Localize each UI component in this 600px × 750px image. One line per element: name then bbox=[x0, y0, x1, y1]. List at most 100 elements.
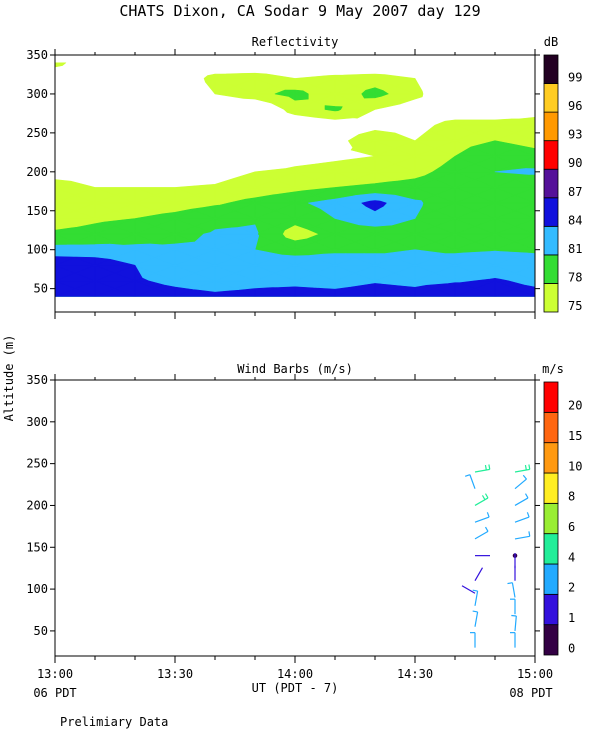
wind-barb-feather bbox=[472, 589, 478, 592]
wind-barb bbox=[461, 585, 476, 594]
wind-colorbar-label: 20 bbox=[568, 399, 582, 413]
wind-barb-feather bbox=[484, 526, 489, 532]
wind-barb-feather bbox=[528, 531, 531, 537]
reflectivity-title: Reflectivity bbox=[252, 35, 339, 49]
wind-colorbar-label: 2 bbox=[568, 581, 575, 595]
wind-barb bbox=[514, 531, 531, 540]
wind-colorbar-swatch bbox=[543, 624, 559, 656]
x-axis-label: UT (PDT - 7) bbox=[252, 681, 339, 695]
wind-barb-shaft bbox=[474, 611, 479, 627]
reflectivity-colorbar-label: 90 bbox=[568, 156, 582, 170]
wind-barb-shaft bbox=[514, 615, 517, 631]
wind-barb-shaft bbox=[474, 497, 489, 506]
wind-xtick-label: 15:00 bbox=[517, 667, 553, 681]
wind-xtick-label: 13:30 bbox=[157, 667, 193, 681]
wind-ytick-label: 200 bbox=[26, 498, 48, 512]
reflectivity-colorbar-swatch bbox=[543, 225, 559, 256]
wind-title: Wind Barbs (m/s) bbox=[237, 362, 353, 376]
wind-barb-feather bbox=[507, 582, 513, 585]
wind-ytick-label: 250 bbox=[26, 457, 48, 471]
wind-barb bbox=[514, 493, 529, 506]
wind-barb-shaft bbox=[474, 516, 490, 523]
wind-colorbar-swatch bbox=[543, 563, 559, 595]
wind-barb-feather bbox=[524, 493, 529, 499]
wind-barb-shaft bbox=[514, 497, 529, 506]
reflectivity-colorbar-label: 93 bbox=[568, 128, 582, 142]
wind-colorbar-label: 6 bbox=[568, 520, 575, 534]
wind-barb-feather bbox=[472, 610, 478, 613]
reflectivity-colorbar-swatch bbox=[543, 168, 559, 199]
wind-barb-feather bbox=[484, 493, 489, 499]
footer-note: Prelimiary Data bbox=[60, 715, 168, 729]
wind-colorbar-swatch bbox=[543, 533, 559, 565]
reflectivity-colorbar: 75 78 81 84 87 90 93 96 99 bbox=[543, 54, 582, 313]
wind-barb bbox=[474, 567, 484, 582]
reflectivity-colorbar-label: 81 bbox=[568, 242, 582, 256]
reflectivity-contours bbox=[55, 62, 535, 297]
wind-barb-shaft bbox=[474, 468, 490, 473]
wind-barb bbox=[474, 464, 491, 473]
wind-colorbar: 0 1 2 4 6 8 10 15 20 bbox=[543, 381, 582, 656]
wind-barb bbox=[514, 474, 527, 490]
wind-ytick-label: 150 bbox=[26, 540, 48, 554]
reflectivity-colorbar-swatch bbox=[543, 140, 559, 170]
wind-ytick-label: 350 bbox=[26, 373, 48, 387]
reflectivity-ytick-label: 250 bbox=[26, 126, 48, 140]
wind-xtick-label: 13:00 bbox=[37, 667, 73, 681]
wind-ytick-label: 300 bbox=[26, 415, 48, 429]
wind-barb-shaft bbox=[461, 585, 476, 594]
wind-barb-feather bbox=[524, 464, 527, 471]
reflectivity-unit: dB bbox=[544, 35, 558, 49]
reflectivity-colorbar-label: 84 bbox=[568, 213, 582, 227]
reflectivity-colorbar-label: 75 bbox=[568, 299, 582, 313]
wind-colorbar-swatch bbox=[543, 502, 559, 535]
wind-colorbar-label: 10 bbox=[568, 459, 582, 473]
wind-barb bbox=[472, 589, 479, 606]
y-axis-label: Altitude (m) bbox=[2, 335, 16, 422]
reflectivity-colorbar-label: 78 bbox=[568, 270, 582, 284]
wind-barb-shaft bbox=[474, 530, 489, 540]
wind-barb-feather bbox=[481, 495, 486, 501]
wind-axes: 50 100 150 200 250 300 350 13:00 13:30 14:00 14:30… bbox=[26, 373, 553, 681]
reflectivity-ytick-label: 350 bbox=[26, 48, 48, 62]
wind-barb bbox=[507, 582, 516, 598]
wind-barb bbox=[514, 464, 531, 473]
reflectivity-ytick-label: 50 bbox=[34, 282, 48, 296]
reflectivity-colorbar-swatch bbox=[543, 83, 559, 113]
wind-barb bbox=[511, 614, 517, 631]
reflectivity-ytick-label: 100 bbox=[26, 243, 48, 257]
wind-colorbar-swatch bbox=[543, 472, 559, 504]
wind-barb bbox=[474, 512, 490, 523]
reflectivity-level-84 bbox=[55, 200, 535, 297]
wind-barb-shaft bbox=[514, 535, 530, 540]
wind-barb-feather bbox=[488, 464, 491, 470]
wind-colorbar-swatch bbox=[543, 442, 559, 474]
reflectivity-colorbar-label: 87 bbox=[568, 185, 582, 199]
wind-barb-feather bbox=[528, 464, 531, 470]
reflectivity-colorbar-swatch bbox=[543, 283, 559, 313]
wind-colorbar-label: 0 bbox=[568, 641, 575, 655]
wind-ytick-label: 100 bbox=[26, 582, 48, 596]
wind-barb-feather bbox=[464, 474, 471, 477]
wind-barb bbox=[472, 610, 479, 627]
reflectivity-ytick-label: 200 bbox=[26, 165, 48, 179]
wind-barb-feather bbox=[484, 464, 487, 471]
wind-barb bbox=[470, 632, 476, 648]
wind-ytick-label: 50 bbox=[34, 624, 48, 638]
reflectivity-colorbar-swatch bbox=[543, 54, 559, 84]
wind-barb bbox=[514, 512, 530, 523]
wind-colorbar-swatch bbox=[543, 593, 559, 626]
wind-barb bbox=[464, 474, 476, 489]
wind-barb bbox=[474, 526, 489, 540]
wind-xtick-label: 14:30 bbox=[397, 667, 433, 681]
wind-barb-shaft bbox=[469, 474, 476, 489]
x-left-note: 06 PDT bbox=[33, 686, 76, 700]
reflectivity-colorbar-swatch bbox=[543, 111, 559, 142]
reflectivity-ytick-label: 150 bbox=[26, 204, 48, 218]
wind-colorbar-swatch bbox=[543, 381, 559, 413]
wind-colorbar-label: 1 bbox=[568, 611, 575, 625]
wind-barb-feather bbox=[526, 512, 530, 518]
reflectivity-colorbar-label: 99 bbox=[568, 71, 582, 85]
